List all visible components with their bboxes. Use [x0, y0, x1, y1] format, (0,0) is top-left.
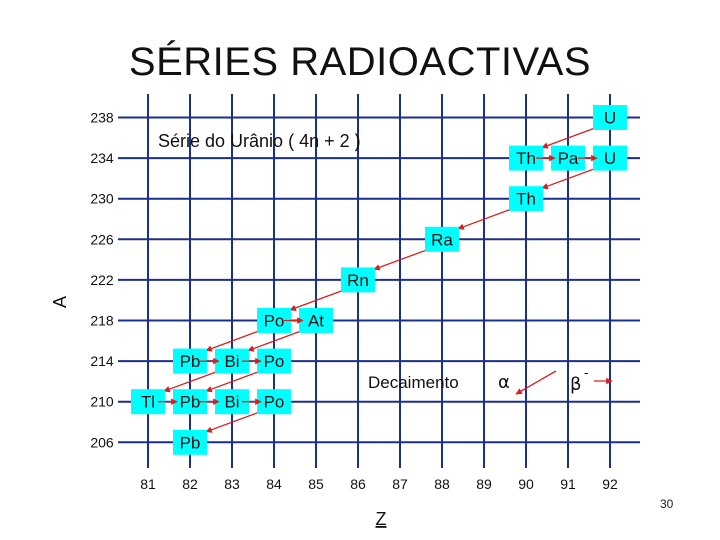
y-tick-label: 222 — [90, 272, 114, 288]
alpha-decay-arrow — [541, 167, 596, 190]
x-tick-label: 91 — [560, 476, 576, 492]
nuclide-symbol: U — [604, 149, 616, 168]
nuclide-box-u-234 — [593, 145, 627, 171]
alpha-decay-arrow — [163, 370, 218, 393]
x-tick-label: 82 — [182, 476, 198, 492]
nuclide-box-th-230 — [509, 186, 543, 212]
x-tick-label: 84 — [266, 476, 282, 492]
nuclide-boxes: U Th Pa U Th Ra Rn Po At Pb Bi Po Tl Pb Bi Po Pb — [131, 105, 627, 455]
nuclide-box-at-218 — [299, 308, 333, 333]
nuclide-symbol: Pb — [180, 352, 201, 371]
nuclide-symbol: Ra — [431, 230, 453, 249]
legend-alpha-arrow — [515, 370, 557, 395]
y-tick-label: 210 — [90, 394, 114, 410]
alpha-decay-arrow — [541, 127, 596, 149]
nuclide-symbol: Th — [516, 190, 536, 209]
alpha-decay-arrow — [205, 330, 260, 352]
x-tick-label: 89 — [476, 476, 492, 492]
nuclide-symbol: Bi — [224, 352, 239, 371]
nuclide-box-po-214 — [257, 348, 291, 374]
nuclide-symbol: Pb — [180, 433, 201, 452]
y-tick-label: 234 — [90, 150, 114, 166]
x-tick-label: 85 — [308, 476, 324, 492]
y-tick-label: 238 — [90, 110, 114, 126]
nuclide-symbol: Pa — [558, 149, 579, 168]
axis-ticks: 238 234 230 226 222 218 214 210 206 81 82 83 84 85 86 8… — [90, 110, 618, 493]
legend-label: Decaimento — [368, 373, 459, 392]
nuclide-box-ra-226 — [425, 226, 459, 252]
x-axis-label: Z — [376, 509, 387, 529]
y-tick-label: 206 — [90, 434, 114, 450]
y-tick-label: 226 — [90, 231, 114, 247]
y-tick-label: 218 — [90, 313, 114, 329]
y-tick-label: 214 — [90, 353, 114, 369]
slide-title: SÉRIES RADIOACTIVAS — [128, 40, 592, 84]
alpha-decay-arrow — [247, 330, 302, 352]
x-tick-label: 86 — [350, 476, 366, 492]
alpha-decay-arrow — [205, 370, 260, 393]
y-axis-label: A — [50, 296, 70, 308]
x-tick-label: 92 — [602, 476, 618, 492]
nuclide-symbol: U — [604, 109, 616, 128]
legend-beta-superscript: - — [584, 366, 589, 381]
x-tick-label: 88 — [434, 476, 450, 492]
legend: Decaimento α β - — [368, 366, 613, 395]
nuclide-symbol: Po — [264, 312, 285, 331]
nuclide-box-u-238 — [593, 105, 627, 130]
x-tick-label: 81 — [140, 476, 156, 492]
nuclide-box-rn-222 — [341, 267, 375, 293]
alpha-decay-arrow — [289, 289, 344, 312]
alpha-decay-arrow — [373, 249, 428, 271]
nuclide-box-pb-206 — [173, 429, 207, 455]
nuclide-symbol: Po — [264, 393, 285, 412]
nuclide-symbol: Po — [264, 352, 285, 371]
x-tick-label: 87 — [392, 476, 408, 492]
alpha-decay-arrow — [457, 208, 512, 230]
nuclide-symbol: Tl — [141, 393, 155, 412]
nuclide-symbol: Th — [516, 149, 536, 168]
y-tick-label: 230 — [90, 191, 114, 207]
nuclide-symbol: Rn — [347, 271, 369, 290]
nuclide-symbol: Pb — [180, 393, 201, 412]
chart-subtitle: Série do Urânio ( 4n + 2 ) — [158, 131, 361, 151]
legend-alpha-symbol: α — [498, 372, 510, 393]
nuclide-symbol: Bi — [224, 393, 239, 412]
nuclide-box-po-210 — [257, 389, 291, 415]
x-tick-label: 83 — [224, 476, 240, 492]
x-tick-label: 90 — [518, 476, 534, 492]
page-number: 30 — [660, 497, 674, 511]
legend-beta-symbol: β — [570, 374, 582, 395]
decay-arrows — [163, 127, 596, 433]
nuclide-symbol: At — [308, 312, 324, 331]
alpha-decay-arrow — [205, 411, 260, 433]
